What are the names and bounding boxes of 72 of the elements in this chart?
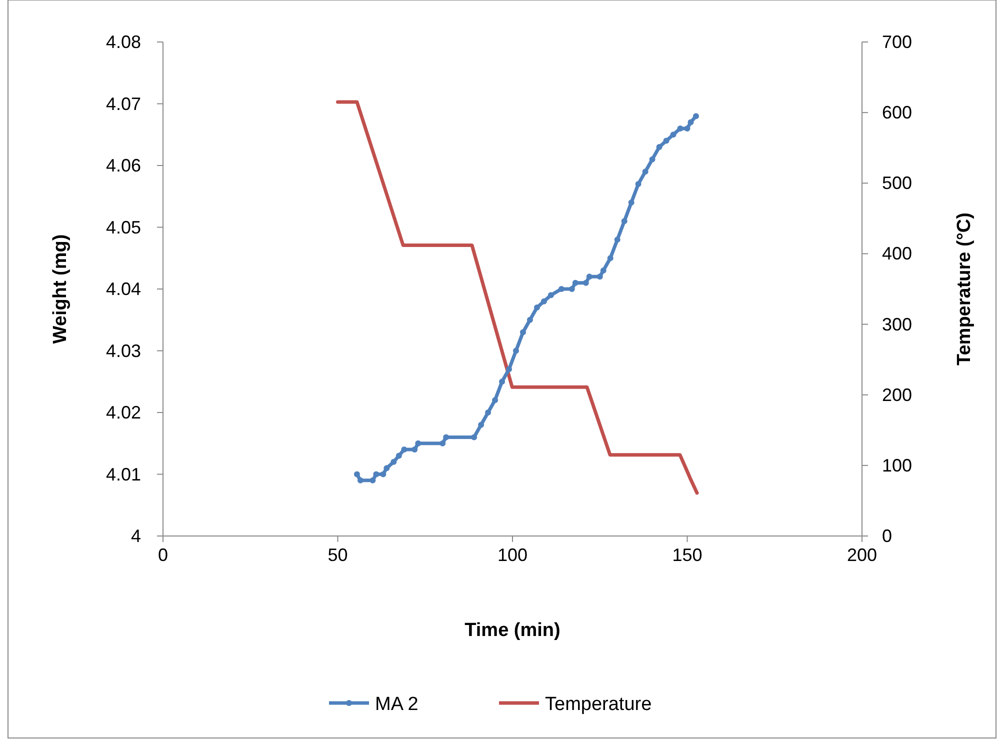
point (642, 168, 648, 175)
point (478, 422, 484, 428)
y2-tick-label: 600 (882, 102, 912, 123)
point (670, 132, 676, 138)
point (572, 280, 578, 286)
point (520, 329, 526, 336)
point (526, 316, 533, 323)
point (506, 366, 512, 372)
point (384, 465, 390, 472)
point (600, 267, 606, 274)
point (582, 280, 589, 286)
point (649, 156, 656, 162)
y2-tick-label: 700 (882, 32, 912, 52)
y-tick-label: 4.05 (106, 217, 141, 238)
point (440, 440, 446, 446)
point (677, 125, 684, 132)
point (635, 181, 642, 188)
y2-tick-label: 300 (882, 314, 912, 334)
y-tick-label: 4.07 (106, 94, 141, 114)
point (396, 452, 402, 459)
y-axis-title: Weight (mg) (50, 234, 71, 344)
point (692, 113, 699, 120)
legend-label: Temperature (545, 694, 652, 715)
point (663, 138, 670, 144)
point (499, 378, 506, 385)
y-tick-label: 4 (130, 526, 141, 546)
point (412, 446, 418, 453)
point (684, 125, 690, 132)
point (558, 286, 564, 292)
point (614, 236, 620, 243)
y-tick-label: 4.06 (106, 156, 141, 176)
point (370, 477, 376, 484)
point (548, 292, 554, 298)
point (485, 410, 492, 416)
y2-tick-label: 0 (882, 526, 892, 546)
point (596, 274, 603, 280)
point (354, 471, 360, 478)
x-tick-label: 200 (846, 545, 878, 565)
point (380, 471, 386, 478)
point (443, 434, 450, 440)
point (492, 397, 498, 404)
y-tick-label: 4.03 (106, 340, 141, 361)
point (586, 274, 592, 280)
point (471, 434, 478, 440)
point (688, 119, 694, 126)
point (656, 144, 662, 150)
point (628, 200, 634, 206)
x-axis-title: Time (min) (464, 620, 560, 641)
y-tick-label: 4.02 (106, 402, 141, 422)
y-tick-label: 4.01 (106, 464, 141, 484)
point (401, 446, 408, 453)
y2-axis-title: Temperature (°C) (954, 212, 975, 366)
y2-tick-label: 400 (882, 244, 912, 264)
point (373, 471, 380, 478)
legend-label: MA 2 (375, 694, 418, 715)
point (607, 255, 614, 262)
x-tick-label: 0 (158, 545, 168, 565)
x-tick-label: 50 (328, 545, 348, 565)
point (357, 477, 364, 484)
y-tick-label: 4.08 (106, 32, 141, 52)
y2-tick-label: 200 (882, 384, 912, 405)
point (415, 440, 422, 446)
x-tick-label: 100 (497, 545, 528, 565)
point (621, 218, 628, 224)
point (534, 304, 540, 311)
y-tick-label: 4.04 (106, 279, 141, 299)
y2-tick-label: 100 (882, 455, 912, 476)
y2-tick-label: 500 (882, 173, 912, 194)
point (512, 348, 519, 354)
x-tick-label: 150 (672, 545, 702, 565)
point (390, 458, 397, 465)
point (540, 298, 547, 304)
